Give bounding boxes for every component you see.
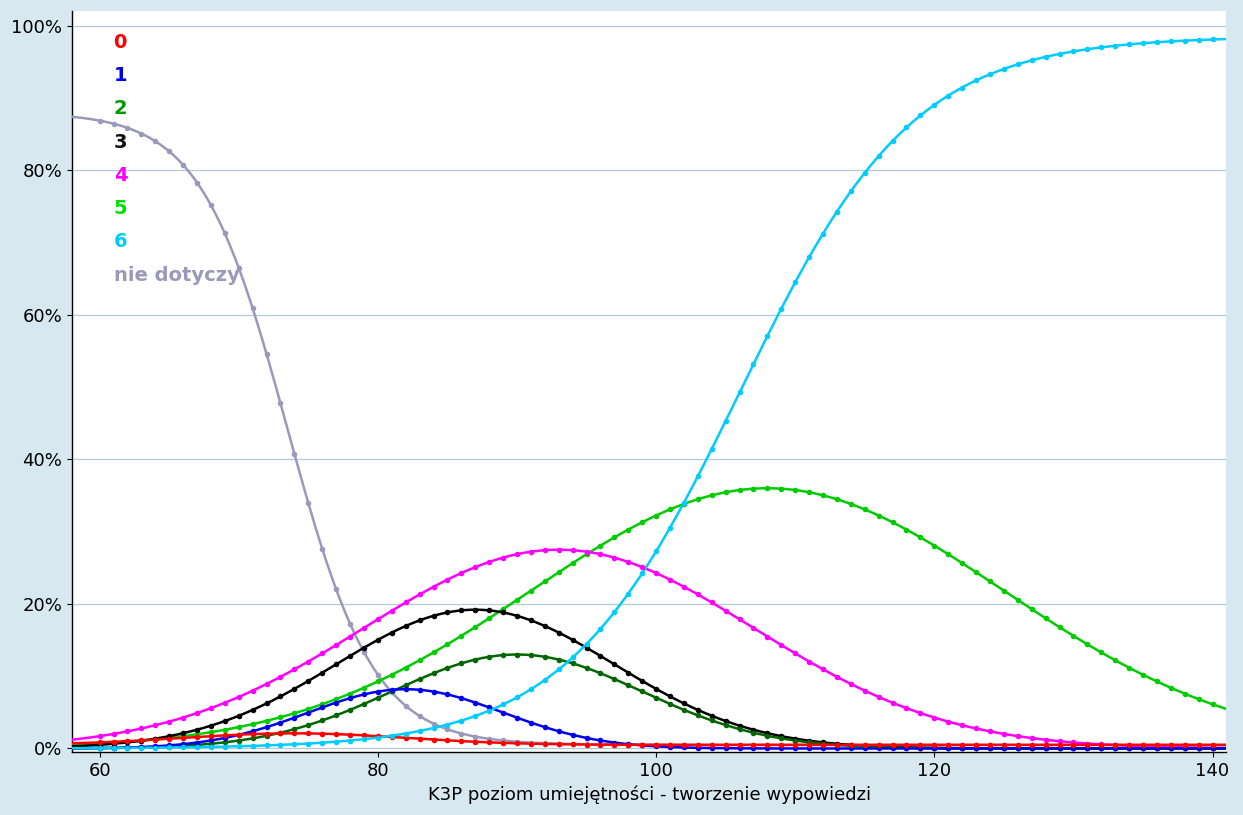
Text: 2: 2 — [113, 99, 127, 118]
Text: 4: 4 — [113, 165, 127, 185]
Text: 3: 3 — [113, 133, 127, 152]
Text: 0: 0 — [113, 33, 127, 52]
X-axis label: K3P poziom umiejętności - tworzenie wypowiedzi: K3P poziom umiejętności - tworzenie wypo… — [428, 786, 870, 804]
Text: 5: 5 — [113, 199, 127, 218]
Text: 6: 6 — [113, 232, 127, 251]
Text: nie dotyczy: nie dotyczy — [113, 266, 240, 284]
Text: 1: 1 — [113, 66, 127, 85]
